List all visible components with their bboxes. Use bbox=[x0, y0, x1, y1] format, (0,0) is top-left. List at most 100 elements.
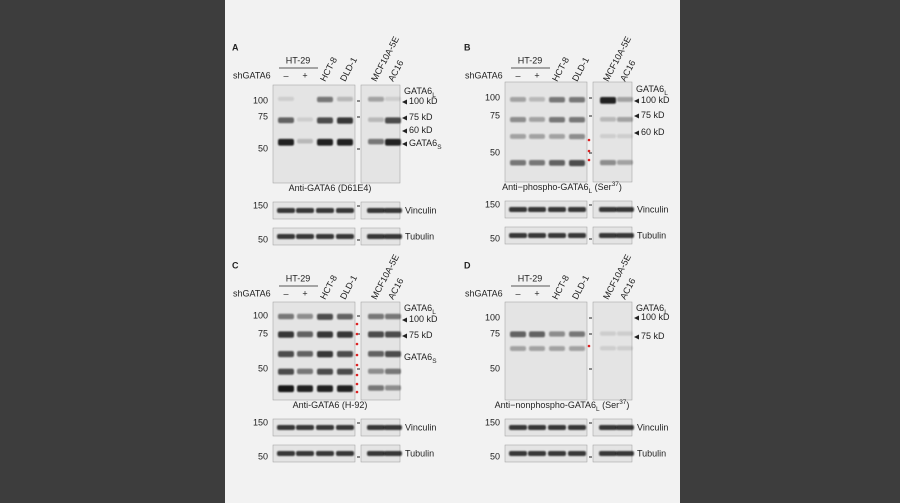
band bbox=[569, 117, 585, 123]
band bbox=[296, 208, 314, 213]
red-dot bbox=[355, 382, 359, 386]
band bbox=[367, 425, 385, 430]
text-segment: Anti−nonphospho-GATA6 bbox=[495, 400, 596, 410]
marker-label: 50 bbox=[490, 451, 500, 461]
band-annotation: 60 kD bbox=[409, 125, 433, 135]
band bbox=[529, 160, 545, 166]
group-label: HT-29 bbox=[518, 55, 543, 65]
band-annotation: GATA6L bbox=[404, 303, 436, 315]
band bbox=[569, 134, 585, 140]
treatment-label: + bbox=[534, 288, 539, 298]
marker-label: 150 bbox=[253, 417, 268, 427]
arrowhead bbox=[402, 141, 407, 147]
band-annotation: 60 kD bbox=[641, 127, 665, 137]
band bbox=[509, 425, 527, 430]
band-annotation: 75 kD bbox=[641, 110, 665, 120]
band bbox=[367, 234, 385, 239]
band bbox=[337, 351, 353, 358]
red-dot bbox=[587, 158, 591, 162]
band bbox=[368, 313, 384, 320]
band bbox=[277, 451, 295, 456]
band bbox=[549, 134, 565, 139]
text-segment: L bbox=[664, 309, 668, 316]
band bbox=[297, 117, 313, 122]
band bbox=[548, 207, 566, 212]
band-annotation: 100 kD bbox=[409, 96, 438, 106]
band-annotation: GATA6L bbox=[636, 303, 668, 315]
band bbox=[337, 331, 353, 338]
band bbox=[510, 331, 526, 338]
band bbox=[296, 234, 314, 239]
loading-label: Tubulin bbox=[637, 448, 666, 458]
marker-label: 75 bbox=[490, 110, 500, 120]
band bbox=[528, 233, 546, 238]
band bbox=[337, 385, 353, 392]
text-segment: 60 kD bbox=[641, 127, 665, 137]
text-segment: Anti-GATA6 (H-92) bbox=[293, 400, 368, 410]
group-label: HT-29 bbox=[518, 273, 543, 283]
band bbox=[296, 425, 314, 430]
group-label: HT-29 bbox=[286, 55, 311, 65]
band bbox=[316, 208, 334, 213]
text-segment: GATA6 bbox=[404, 303, 432, 313]
band bbox=[337, 368, 353, 375]
band bbox=[569, 160, 585, 167]
band bbox=[549, 117, 565, 123]
band bbox=[384, 208, 402, 213]
text-segment: 100 kD bbox=[409, 96, 438, 106]
band bbox=[317, 385, 333, 392]
arrowhead bbox=[402, 333, 407, 339]
condition-label: shGATA6 bbox=[465, 70, 503, 80]
band bbox=[368, 351, 384, 357]
text-segment: (Ser bbox=[592, 182, 612, 192]
text-segment: L bbox=[432, 309, 436, 316]
band bbox=[616, 451, 634, 456]
band bbox=[385, 117, 401, 124]
marker-label: 100 bbox=[253, 95, 268, 105]
panel-letter: C bbox=[232, 260, 239, 270]
band bbox=[385, 368, 401, 375]
band bbox=[385, 313, 401, 320]
text-segment: S bbox=[432, 358, 437, 365]
band bbox=[278, 313, 294, 320]
band bbox=[278, 96, 294, 102]
band bbox=[278, 385, 294, 393]
band-annotation: 100 kD bbox=[641, 312, 670, 322]
band bbox=[599, 425, 617, 430]
band bbox=[510, 346, 526, 351]
band bbox=[569, 346, 585, 351]
band bbox=[317, 331, 333, 338]
band bbox=[337, 313, 353, 320]
band bbox=[599, 233, 617, 238]
text-segment: L bbox=[432, 92, 436, 99]
arrowhead bbox=[402, 128, 407, 134]
band bbox=[277, 234, 295, 239]
arrowhead bbox=[402, 99, 407, 105]
band bbox=[337, 96, 353, 102]
band bbox=[548, 233, 566, 238]
band bbox=[336, 234, 354, 239]
band bbox=[617, 331, 633, 336]
band bbox=[569, 331, 585, 337]
band bbox=[317, 368, 333, 375]
band bbox=[368, 385, 384, 391]
panel-letter: D bbox=[464, 260, 471, 270]
marker-label: 75 bbox=[490, 328, 500, 338]
band bbox=[277, 425, 295, 430]
arrowhead bbox=[402, 317, 407, 323]
band bbox=[600, 134, 616, 139]
band-annotation: 100 kD bbox=[409, 314, 438, 324]
band bbox=[510, 160, 526, 166]
band bbox=[337, 117, 353, 124]
treatment-label: + bbox=[534, 70, 539, 80]
band bbox=[385, 138, 401, 146]
band bbox=[599, 451, 617, 456]
band bbox=[297, 313, 313, 319]
marker-label: 50 bbox=[490, 233, 500, 243]
marker-label: 50 bbox=[490, 363, 500, 373]
band bbox=[548, 451, 566, 456]
band bbox=[384, 234, 402, 239]
band bbox=[549, 160, 565, 166]
text-segment: S bbox=[437, 144, 442, 151]
band bbox=[509, 233, 527, 238]
